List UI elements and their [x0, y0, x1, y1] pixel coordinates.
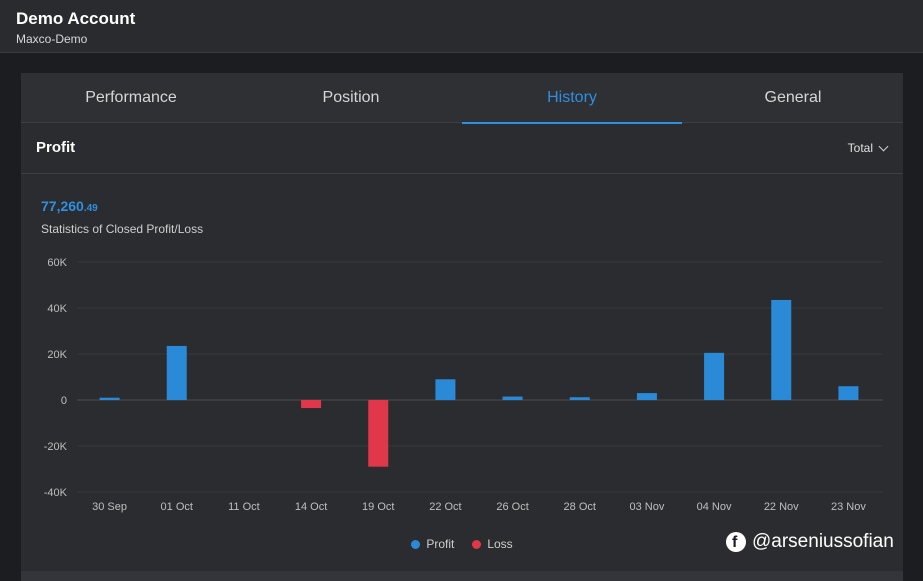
watermark-text: @arseniussofian — [752, 531, 894, 552]
account-title: Demo Account — [16, 9, 136, 28]
profit-bar-chart: 60K 40K 20K 0 -20K -40K 30 Sep 01 Oct 11 Oct 14 O… — [44, 257, 883, 513]
chart-legend: Profit Loss — [21, 537, 903, 551]
account-subtitle: Maxco-Demo — [16, 32, 88, 46]
profit-bar[interactable] — [704, 352, 725, 400]
period-dropdown[interactable]: Total — [847, 141, 889, 155]
panel-footer — [21, 571, 903, 581]
x-tick-label: 04 Nov — [697, 501, 732, 513]
x-tick-label: 23 Nov — [831, 501, 866, 513]
x-tick-label: 01 Oct — [161, 501, 193, 513]
profit-stat: 77,260.49 Statistics of Closed Profit/Lo… — [41, 198, 203, 236]
tab-history[interactable]: History — [462, 73, 682, 124]
y-tick-label: 20K — [47, 349, 67, 361]
profit-bar[interactable] — [838, 386, 859, 400]
dropdown-value: Total — [847, 141, 873, 155]
tab-bar: Performance Position History General — [21, 73, 903, 124]
stat-value-integer: 77,260 — [41, 198, 84, 214]
x-tick-label: 22 Nov — [764, 501, 799, 513]
y-tick-label: 40K — [47, 303, 67, 315]
section-title: Profit — [36, 139, 76, 156]
legend-label-profit: Profit — [426, 537, 455, 551]
x-tick-label: 11 Oct — [228, 501, 260, 513]
stat-value-decimal: .49 — [83, 203, 98, 214]
y-tick-label: 60K — [47, 257, 67, 269]
loss-bar[interactable] — [301, 400, 322, 409]
y-tick-label: -40K — [44, 487, 68, 499]
tab-general[interactable]: General — [764, 89, 822, 106]
tab-position[interactable]: Position — [322, 89, 380, 106]
legend-swatch-profit — [411, 539, 421, 549]
watermark: f @arseniussofian — [726, 531, 894, 553]
tab-performance[interactable]: Performance — [85, 89, 177, 106]
x-tick-label: 28 Oct — [564, 501, 596, 513]
profit-bar[interactable] — [435, 379, 456, 400]
facebook-icon: f — [726, 532, 746, 552]
y-tick-label: -20K — [44, 441, 68, 453]
x-tick-label: 30 Sep — [92, 501, 127, 513]
x-tick-label: 26 Oct — [496, 501, 528, 513]
account-header: Demo Account Maxco-Demo — [0, 0, 923, 53]
profit-bar[interactable] — [636, 393, 657, 400]
profit-section-header: Profit Total — [21, 123, 903, 174]
profit-bar[interactable] — [569, 397, 590, 400]
legend-item-loss[interactable]: Loss — [472, 537, 513, 551]
x-tick-label: 03 Nov — [629, 501, 664, 513]
main-panel: Performance Position History General Pro… — [21, 73, 903, 581]
profit-bar[interactable] — [771, 299, 792, 400]
legend-label-loss: Loss — [487, 537, 513, 551]
stat-caption: Statistics of Closed Profit/Loss — [41, 222, 204, 236]
loss-bar[interactable] — [368, 400, 389, 467]
profit-bar[interactable] — [99, 397, 120, 400]
x-tick-label: 22 Oct — [429, 501, 461, 513]
legend-swatch-loss — [472, 539, 482, 549]
x-tick-label: 14 Oct — [295, 501, 327, 513]
x-tick-label: 19 Oct — [362, 501, 394, 513]
y-tick-label: 0 — [61, 395, 67, 407]
profit-bar[interactable] — [502, 396, 523, 400]
legend-item-profit[interactable]: Profit — [411, 537, 454, 551]
profit-bar[interactable] — [166, 345, 187, 400]
